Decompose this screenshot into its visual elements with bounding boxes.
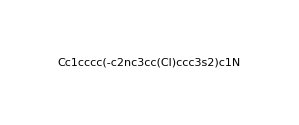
Text: Cc1cccc(-c2nc3cc(Cl)ccc3s2)c1N: Cc1cccc(-c2nc3cc(Cl)ccc3s2)c1N (58, 58, 241, 68)
